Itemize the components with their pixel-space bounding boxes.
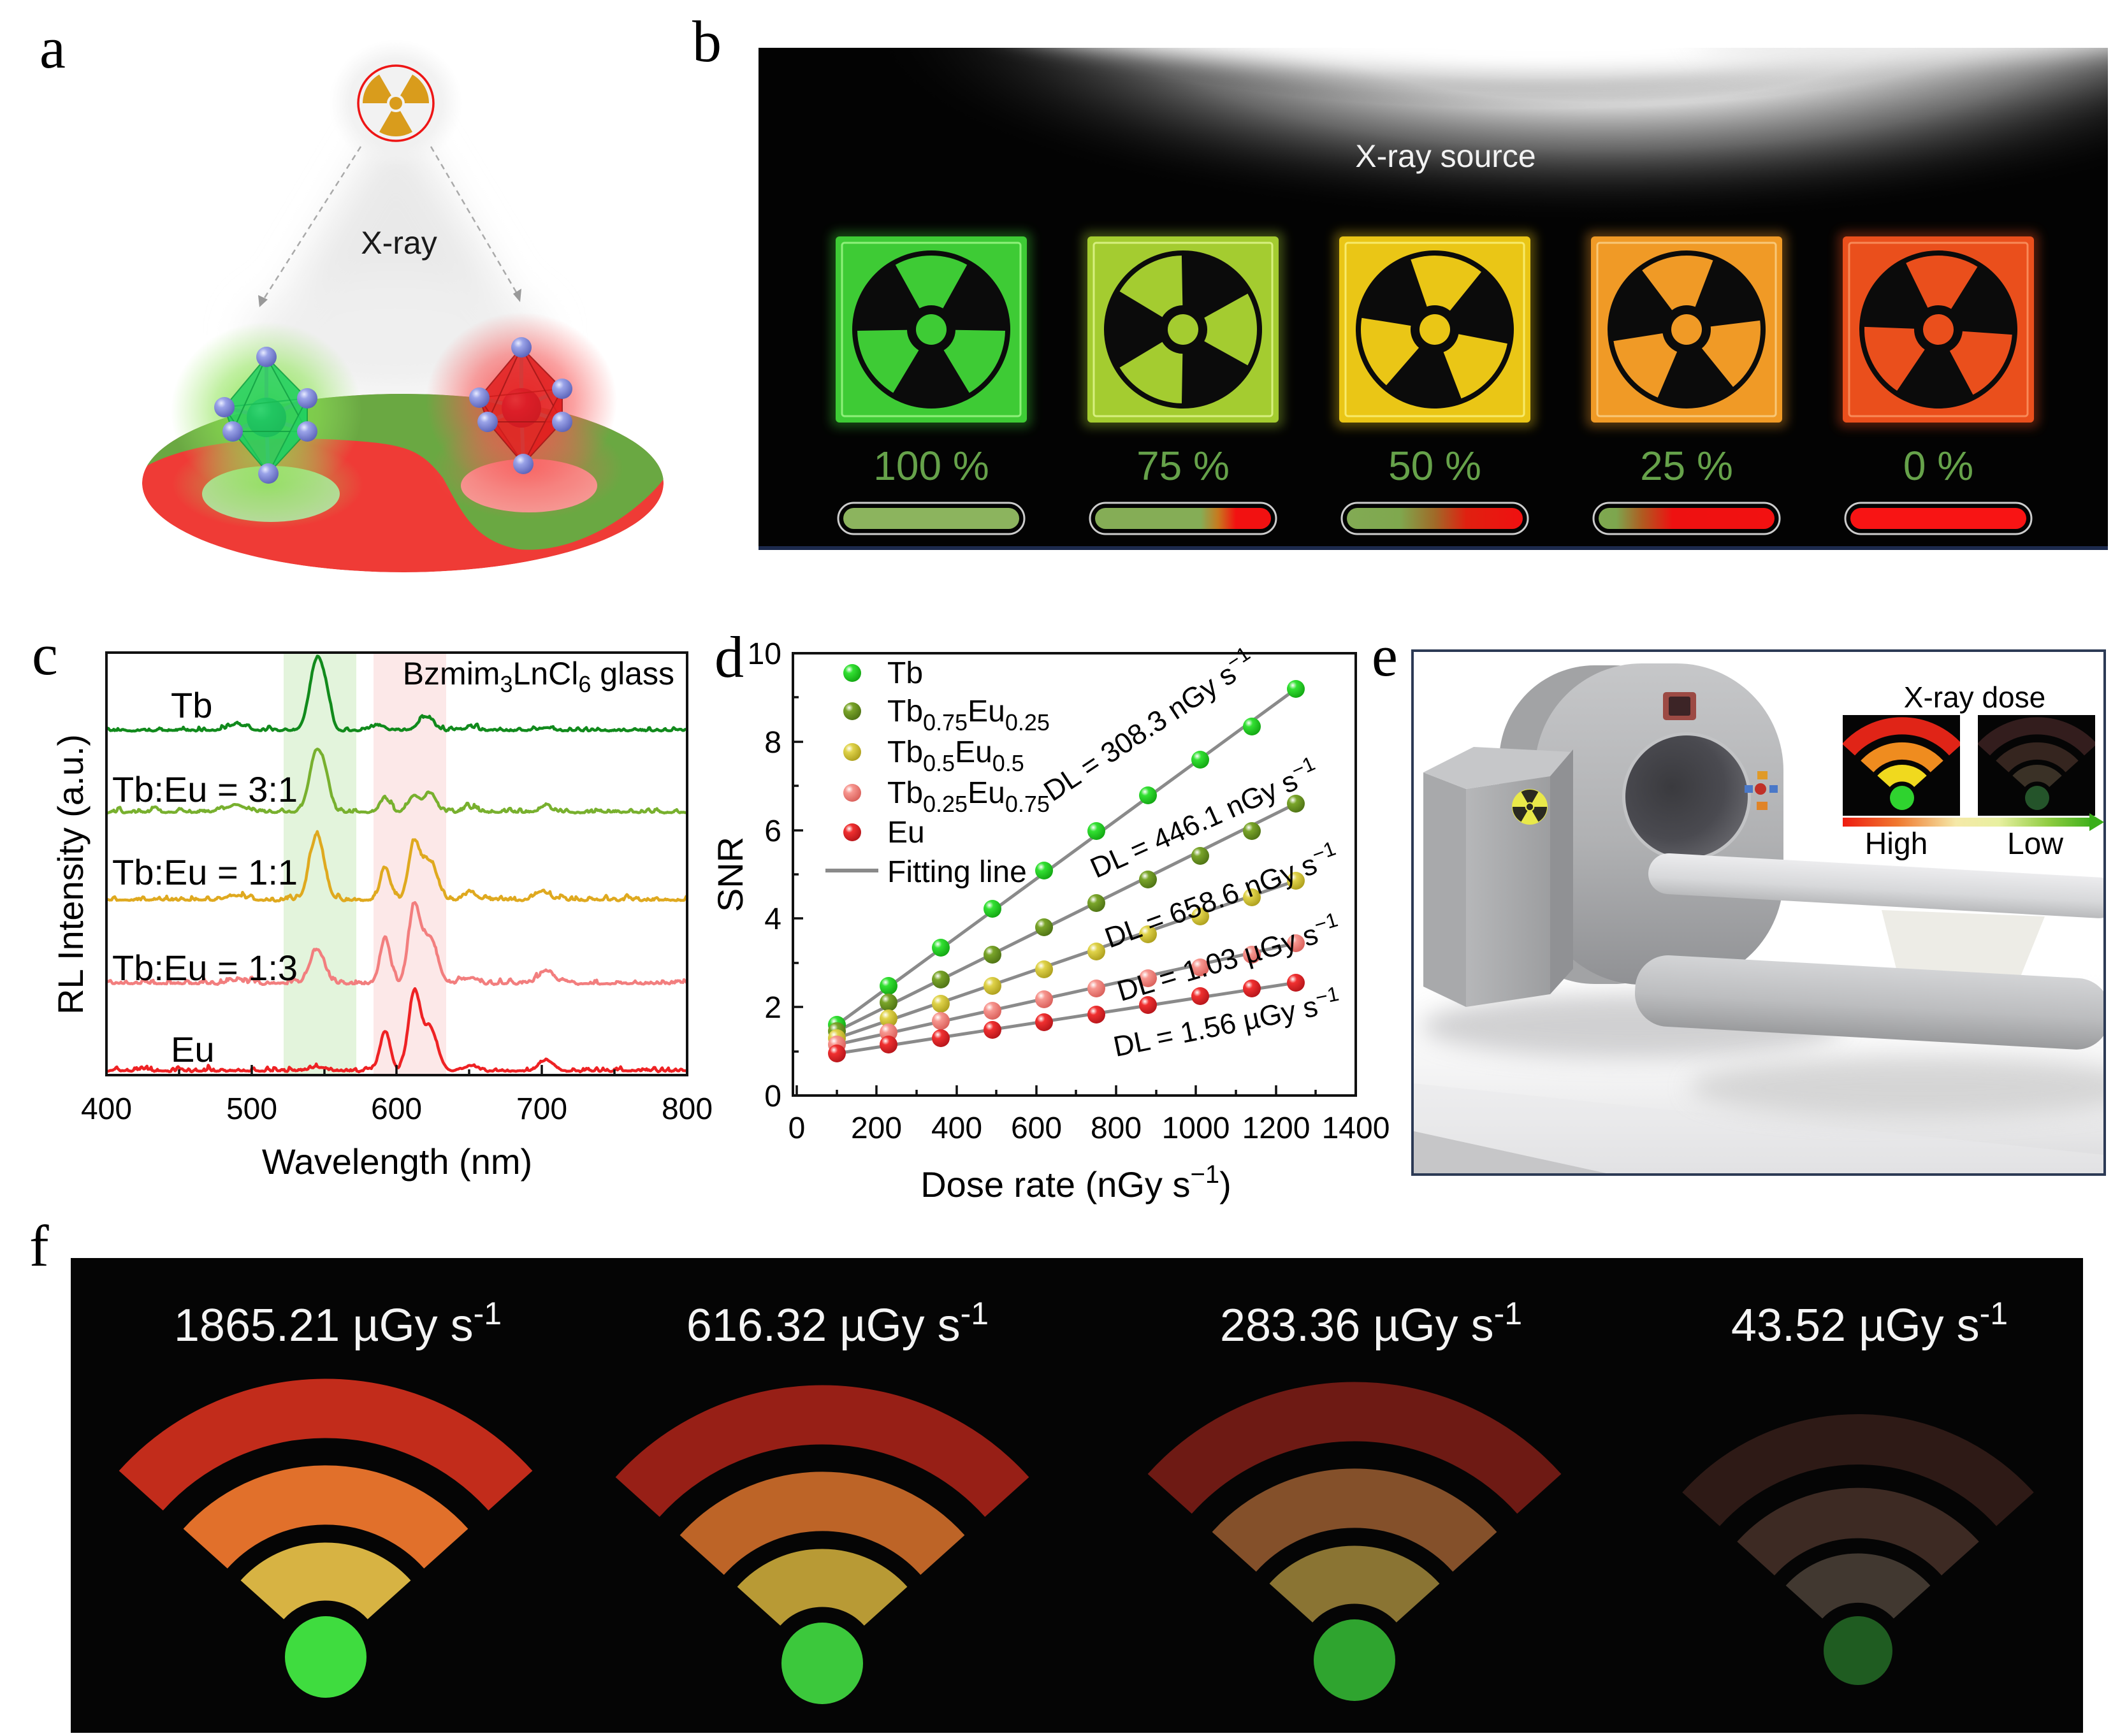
svg-text:Bzmim3LnCl6 glass: Bzmim3LnCl6 glass (403, 656, 674, 697)
svg-text:Eu: Eu (887, 816, 925, 850)
svg-text:X-ray dose: X-ray dose (1904, 681, 2045, 714)
svg-text:Tb0.75Eu0.25: Tb0.75Eu0.25 (887, 695, 1050, 735)
svg-text:700: 700 (516, 1092, 567, 1126)
svg-text:0: 0 (764, 1080, 781, 1113)
svg-text:d: d (715, 625, 744, 690)
svg-text:100 %: 100 % (873, 443, 989, 489)
svg-text:8: 8 (764, 726, 781, 760)
svg-text:43.52 µGy s-1: 43.52 µGy s-1 (1731, 1296, 2008, 1351)
svg-text:4: 4 (764, 902, 781, 936)
svg-text:a: a (40, 15, 66, 80)
svg-text:400: 400 (81, 1092, 132, 1126)
svg-text:b: b (692, 9, 722, 74)
svg-text:Fitting line: Fitting line (887, 855, 1027, 889)
svg-text:1200: 1200 (1242, 1111, 1310, 1145)
svg-text:Low: Low (2007, 827, 2063, 861)
svg-text:DL = 308.3 nGy s−1: DL = 308.3 nGy s−1 (1036, 642, 1261, 807)
svg-text:10: 10 (748, 637, 781, 671)
svg-text:75 %: 75 % (1136, 443, 1230, 489)
svg-text:Tb:Eu = 1:1: Tb:Eu = 1:1 (112, 852, 298, 892)
svg-text:Tb:Eu = 3:1: Tb:Eu = 3:1 (112, 769, 298, 809)
svg-text:600: 600 (1011, 1111, 1062, 1145)
svg-text:Tb: Tb (887, 656, 923, 690)
svg-text:High: High (1865, 827, 1928, 861)
svg-text:SNR: SNR (710, 837, 750, 912)
svg-text:800: 800 (662, 1092, 713, 1126)
svg-text:6: 6 (764, 814, 781, 848)
svg-text:0: 0 (788, 1111, 806, 1145)
svg-text:X-ray source: X-ray source (1355, 138, 1536, 174)
svg-text:e: e (1372, 623, 1398, 688)
svg-text:1000: 1000 (1162, 1111, 1230, 1145)
svg-text:Tb:Eu = 1:3: Tb:Eu = 1:3 (112, 948, 298, 988)
svg-text:Dose rate (nGy s−1): Dose rate (nGy s−1) (920, 1161, 1231, 1204)
svg-text:25 %: 25 % (1640, 443, 1733, 489)
svg-text:616.32 µGy s-1: 616.32 µGy s-1 (686, 1296, 989, 1351)
svg-text:800: 800 (1091, 1111, 1142, 1145)
svg-text:50 %: 50 % (1388, 443, 1481, 489)
svg-text:Tb0.25Eu0.75: Tb0.25Eu0.75 (887, 776, 1050, 817)
svg-text:Wavelength (nm): Wavelength (nm) (262, 1141, 532, 1182)
svg-text:f: f (29, 1213, 49, 1278)
svg-text:200: 200 (851, 1111, 902, 1145)
svg-text:400: 400 (931, 1111, 982, 1145)
svg-text:283.36 µGy s-1: 283.36 µGy s-1 (1220, 1296, 1522, 1351)
svg-text:c: c (32, 622, 58, 687)
svg-text:600: 600 (371, 1092, 422, 1126)
svg-text:500: 500 (226, 1092, 277, 1126)
svg-text:1865.21 µGy s-1: 1865.21 µGy s-1 (174, 1296, 502, 1351)
svg-text:X-ray: X-ray (361, 225, 437, 261)
svg-text:Tb: Tb (171, 685, 212, 725)
svg-text:Eu: Eu (171, 1029, 215, 1069)
svg-text:Tb0.5Eu0.5: Tb0.5Eu0.5 (887, 735, 1024, 776)
svg-text:1400: 1400 (1322, 1111, 1390, 1145)
svg-text:2: 2 (764, 991, 781, 1025)
svg-text:RL Intensity (a.u.): RL Intensity (a.u.) (50, 734, 91, 1015)
svg-text:0 %: 0 % (1903, 443, 1973, 489)
